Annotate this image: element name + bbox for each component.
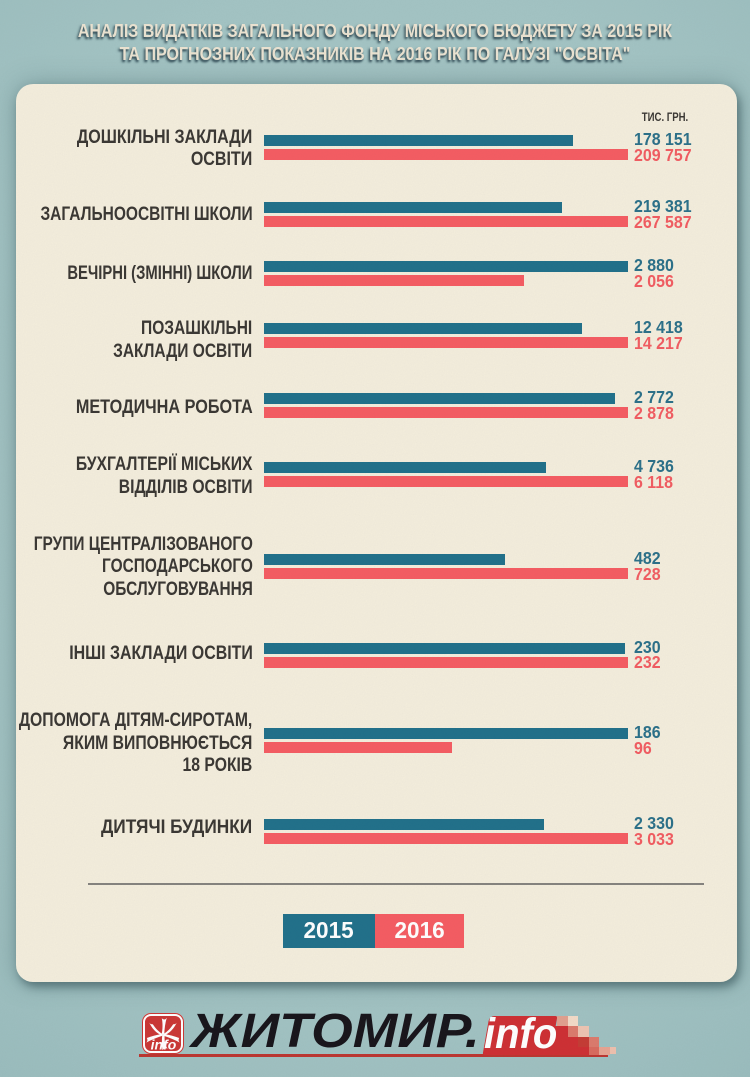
svg-text:info: info (151, 1037, 177, 1053)
